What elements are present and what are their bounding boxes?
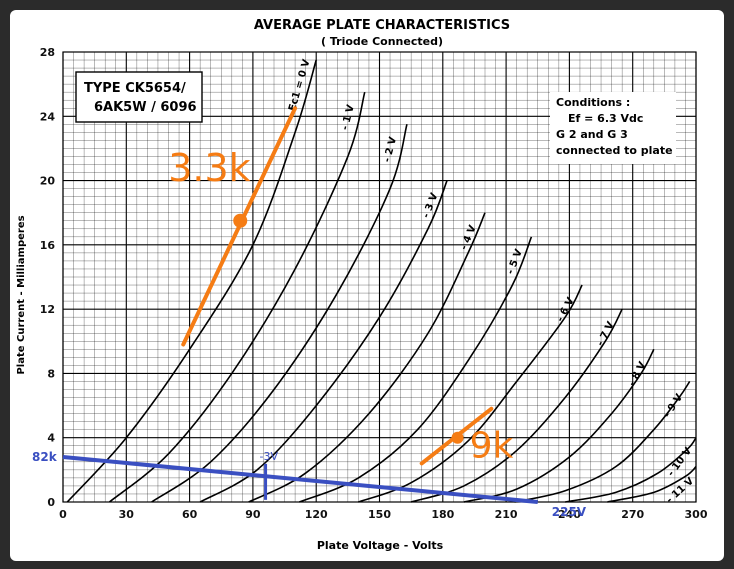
conditions-line-2: G 2 and G 3 <box>556 128 628 141</box>
x-axis-label: Plate Voltage - Volts <box>317 539 444 552</box>
y-axis-label: Plate Current - Milliamperes <box>16 215 27 374</box>
chart-title: AVERAGE PLATE CHARACTERISTICS <box>254 18 510 33</box>
x-tick-label: 210 <box>495 508 518 521</box>
curve-0 <box>66 59 317 503</box>
y-tick-label: 28 <box>40 46 55 59</box>
x-tick-label: 0 <box>59 508 67 521</box>
type-line-2: 6AK5W / 6096 <box>94 100 197 115</box>
x-tick-label: 150 <box>368 508 391 521</box>
conditions-line-3: connected to plate <box>556 144 673 157</box>
curve-2 <box>151 124 408 503</box>
curve-4 <box>248 212 486 503</box>
y-tick-labels: 0 4 8 12 16 20 24 28 <box>40 46 56 509</box>
curve-6 <box>358 284 583 503</box>
x-tick-label: 60 <box>182 508 198 521</box>
label-9k: 9k <box>470 426 514 467</box>
curve-8 <box>463 348 655 503</box>
x-tick-label: 180 <box>431 508 454 521</box>
x-tick-label: 300 <box>685 508 708 521</box>
y-tick-label: 16 <box>40 239 56 252</box>
x-tick-label: 120 <box>305 508 328 521</box>
curve-5 <box>299 236 533 503</box>
curve-3 <box>199 180 448 503</box>
annotations: 3.3k 9k -3V 82k 225V <box>32 106 587 519</box>
x-tick-labels: 0 30 60 90 120 150 180 210 240 270 300 <box>59 508 708 521</box>
chart-subtitle: ( Triode Connected) <box>321 35 443 48</box>
curve-10 <box>565 437 697 503</box>
chart-card: AVERAGE PLATE CHARACTERISTICS ( Triode C… <box>10 10 724 561</box>
operating-point-3k3 <box>233 213 248 228</box>
plate-characteristics-chart: AVERAGE PLATE CHARACTERISTICS ( Triode C… <box>16 18 708 552</box>
x-tick-label: 240 <box>558 508 581 521</box>
curve-7 <box>410 308 623 503</box>
y-tick-label: 12 <box>40 303 55 316</box>
y-tick-label: 4 <box>47 432 55 445</box>
load-line-82k <box>62 455 538 504</box>
label-225v: 225V <box>552 505 587 519</box>
curve-9 <box>514 381 691 503</box>
x-tick-label: 90 <box>245 508 261 521</box>
conditions-box: Conditions : Ef = 6.3 Vdc G 2 and G 3 co… <box>550 92 676 164</box>
label-82k: 82k <box>32 450 58 464</box>
y-tick-label: 8 <box>47 367 55 380</box>
y-tick-label: 0 <box>47 496 55 509</box>
conditions-line-1: Ef = 6.3 Vdc <box>568 112 643 125</box>
x-tick-label: 30 <box>119 508 135 521</box>
curve-11 <box>607 466 697 503</box>
type-line-1: TYPE CK5654/ <box>84 81 186 96</box>
curve-1 <box>108 91 366 503</box>
y-tick-label: 24 <box>40 110 56 123</box>
x-tick-label: 270 <box>621 508 644 521</box>
label-3k3: 3.3k <box>168 146 250 190</box>
type-box: TYPE CK5654/ 6AK5W / 6096 <box>75 71 203 123</box>
y-tick-label: 20 <box>40 175 56 188</box>
operating-point-9k <box>451 431 464 444</box>
bias-marker-label: -3V <box>260 450 279 463</box>
conditions-title: Conditions : <box>556 96 630 109</box>
